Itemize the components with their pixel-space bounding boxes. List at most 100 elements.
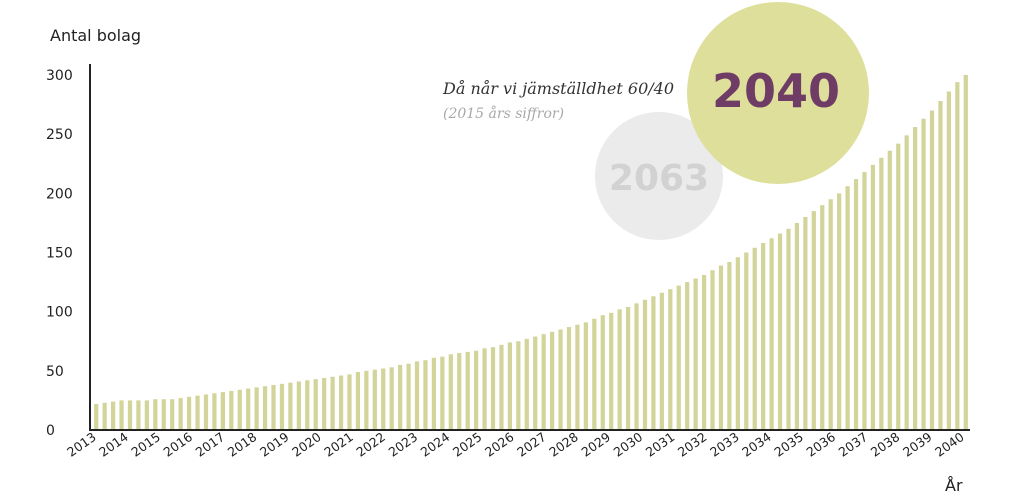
bar — [853, 179, 859, 430]
x-tick-label: 2013 — [64, 429, 99, 460]
x-tick-label: 2022 — [353, 429, 388, 460]
x-tick-label: 2032 — [675, 429, 710, 460]
bar — [609, 312, 614, 430]
bar — [769, 238, 774, 430]
bar — [102, 402, 107, 430]
bar — [904, 135, 909, 430]
bar — [592, 318, 597, 430]
bar — [879, 157, 884, 430]
bar — [558, 329, 563, 430]
bar — [170, 399, 175, 430]
bar — [482, 348, 487, 430]
bar — [566, 327, 572, 430]
bar — [617, 309, 622, 430]
y-tick-label: 200 — [46, 186, 73, 202]
x-tick-label: 2024 — [418, 429, 453, 460]
y-tick-label: 50 — [46, 364, 64, 380]
y-tick-label: 150 — [46, 246, 73, 262]
bar — [794, 222, 800, 430]
bar — [423, 360, 428, 430]
bar — [119, 400, 124, 430]
target-year-circle — [687, 2, 869, 184]
bar — [929, 110, 935, 430]
target-year-label: 2040 — [712, 64, 840, 118]
bar — [921, 118, 926, 430]
bar — [837, 193, 842, 430]
bars — [94, 75, 968, 431]
bar — [524, 338, 529, 430]
bar — [322, 377, 327, 430]
bar — [288, 382, 293, 430]
bar — [474, 350, 479, 430]
bar — [668, 289, 673, 430]
bar — [735, 257, 740, 430]
bar — [195, 395, 200, 430]
bar — [406, 363, 411, 430]
y-tick-label: 250 — [46, 127, 73, 143]
bar — [887, 150, 892, 431]
annotation-subtitle: (2015 års siffror) — [443, 105, 564, 122]
bar — [541, 334, 546, 430]
x-tick-label: 2027 — [514, 429, 549, 460]
bar — [811, 211, 816, 430]
bar — [254, 387, 259, 430]
bar — [237, 389, 242, 430]
bar — [693, 278, 698, 430]
bar — [94, 403, 99, 430]
bar — [414, 361, 420, 430]
x-tick-label: 2035 — [771, 429, 806, 460]
x-tick-label: 2020 — [289, 429, 324, 460]
bar — [938, 101, 943, 430]
annotation-title: Då når vi jämställdhet 60/40 — [442, 79, 674, 98]
bar — [634, 303, 639, 430]
y-tick-label: 100 — [46, 305, 73, 321]
bar — [786, 228, 791, 430]
bar — [676, 285, 681, 430]
x-tick-label: 2031 — [643, 429, 678, 460]
x-tick-label: 2018 — [225, 429, 260, 460]
bar — [220, 392, 225, 430]
bar — [625, 306, 631, 430]
x-tick-label: 2026 — [482, 429, 517, 460]
x-tick-label: 2038 — [868, 429, 903, 460]
bar — [372, 369, 377, 430]
bar — [448, 354, 453, 430]
bar — [431, 357, 437, 430]
old-year-circle — [595, 112, 723, 240]
bar — [490, 347, 496, 430]
bar — [296, 381, 301, 430]
bar — [440, 356, 445, 430]
x-tick-label: 2039 — [900, 429, 935, 460]
bar — [127, 400, 133, 430]
bar — [946, 91, 951, 430]
bar — [516, 341, 521, 430]
bar — [710, 270, 715, 430]
bar — [347, 374, 352, 430]
x-tick-label: 2015 — [128, 429, 163, 460]
bar — [330, 376, 335, 430]
bar — [465, 351, 470, 430]
x-tick-label: 2016 — [160, 429, 195, 460]
bar — [389, 367, 394, 430]
x-tick-label: 2030 — [611, 429, 646, 460]
bar — [718, 265, 724, 430]
bar — [701, 274, 707, 430]
bar — [279, 383, 285, 430]
y-tick-label: 300 — [46, 68, 73, 84]
bar — [305, 380, 310, 430]
x-tick-label: 2036 — [803, 429, 838, 460]
x-tick-label: 2017 — [193, 429, 228, 460]
bar — [271, 385, 276, 430]
bar — [161, 399, 166, 430]
x-axis-title: År — [945, 476, 963, 495]
bar — [136, 400, 141, 430]
bar — [727, 261, 732, 430]
bar — [777, 233, 783, 430]
y-axis-title: Antal bolag — [50, 26, 141, 45]
x-tick-label: 2037 — [836, 429, 871, 460]
bar — [913, 127, 918, 430]
bar — [651, 296, 656, 430]
bar — [457, 353, 462, 430]
bar — [212, 393, 217, 430]
bar — [533, 336, 538, 430]
